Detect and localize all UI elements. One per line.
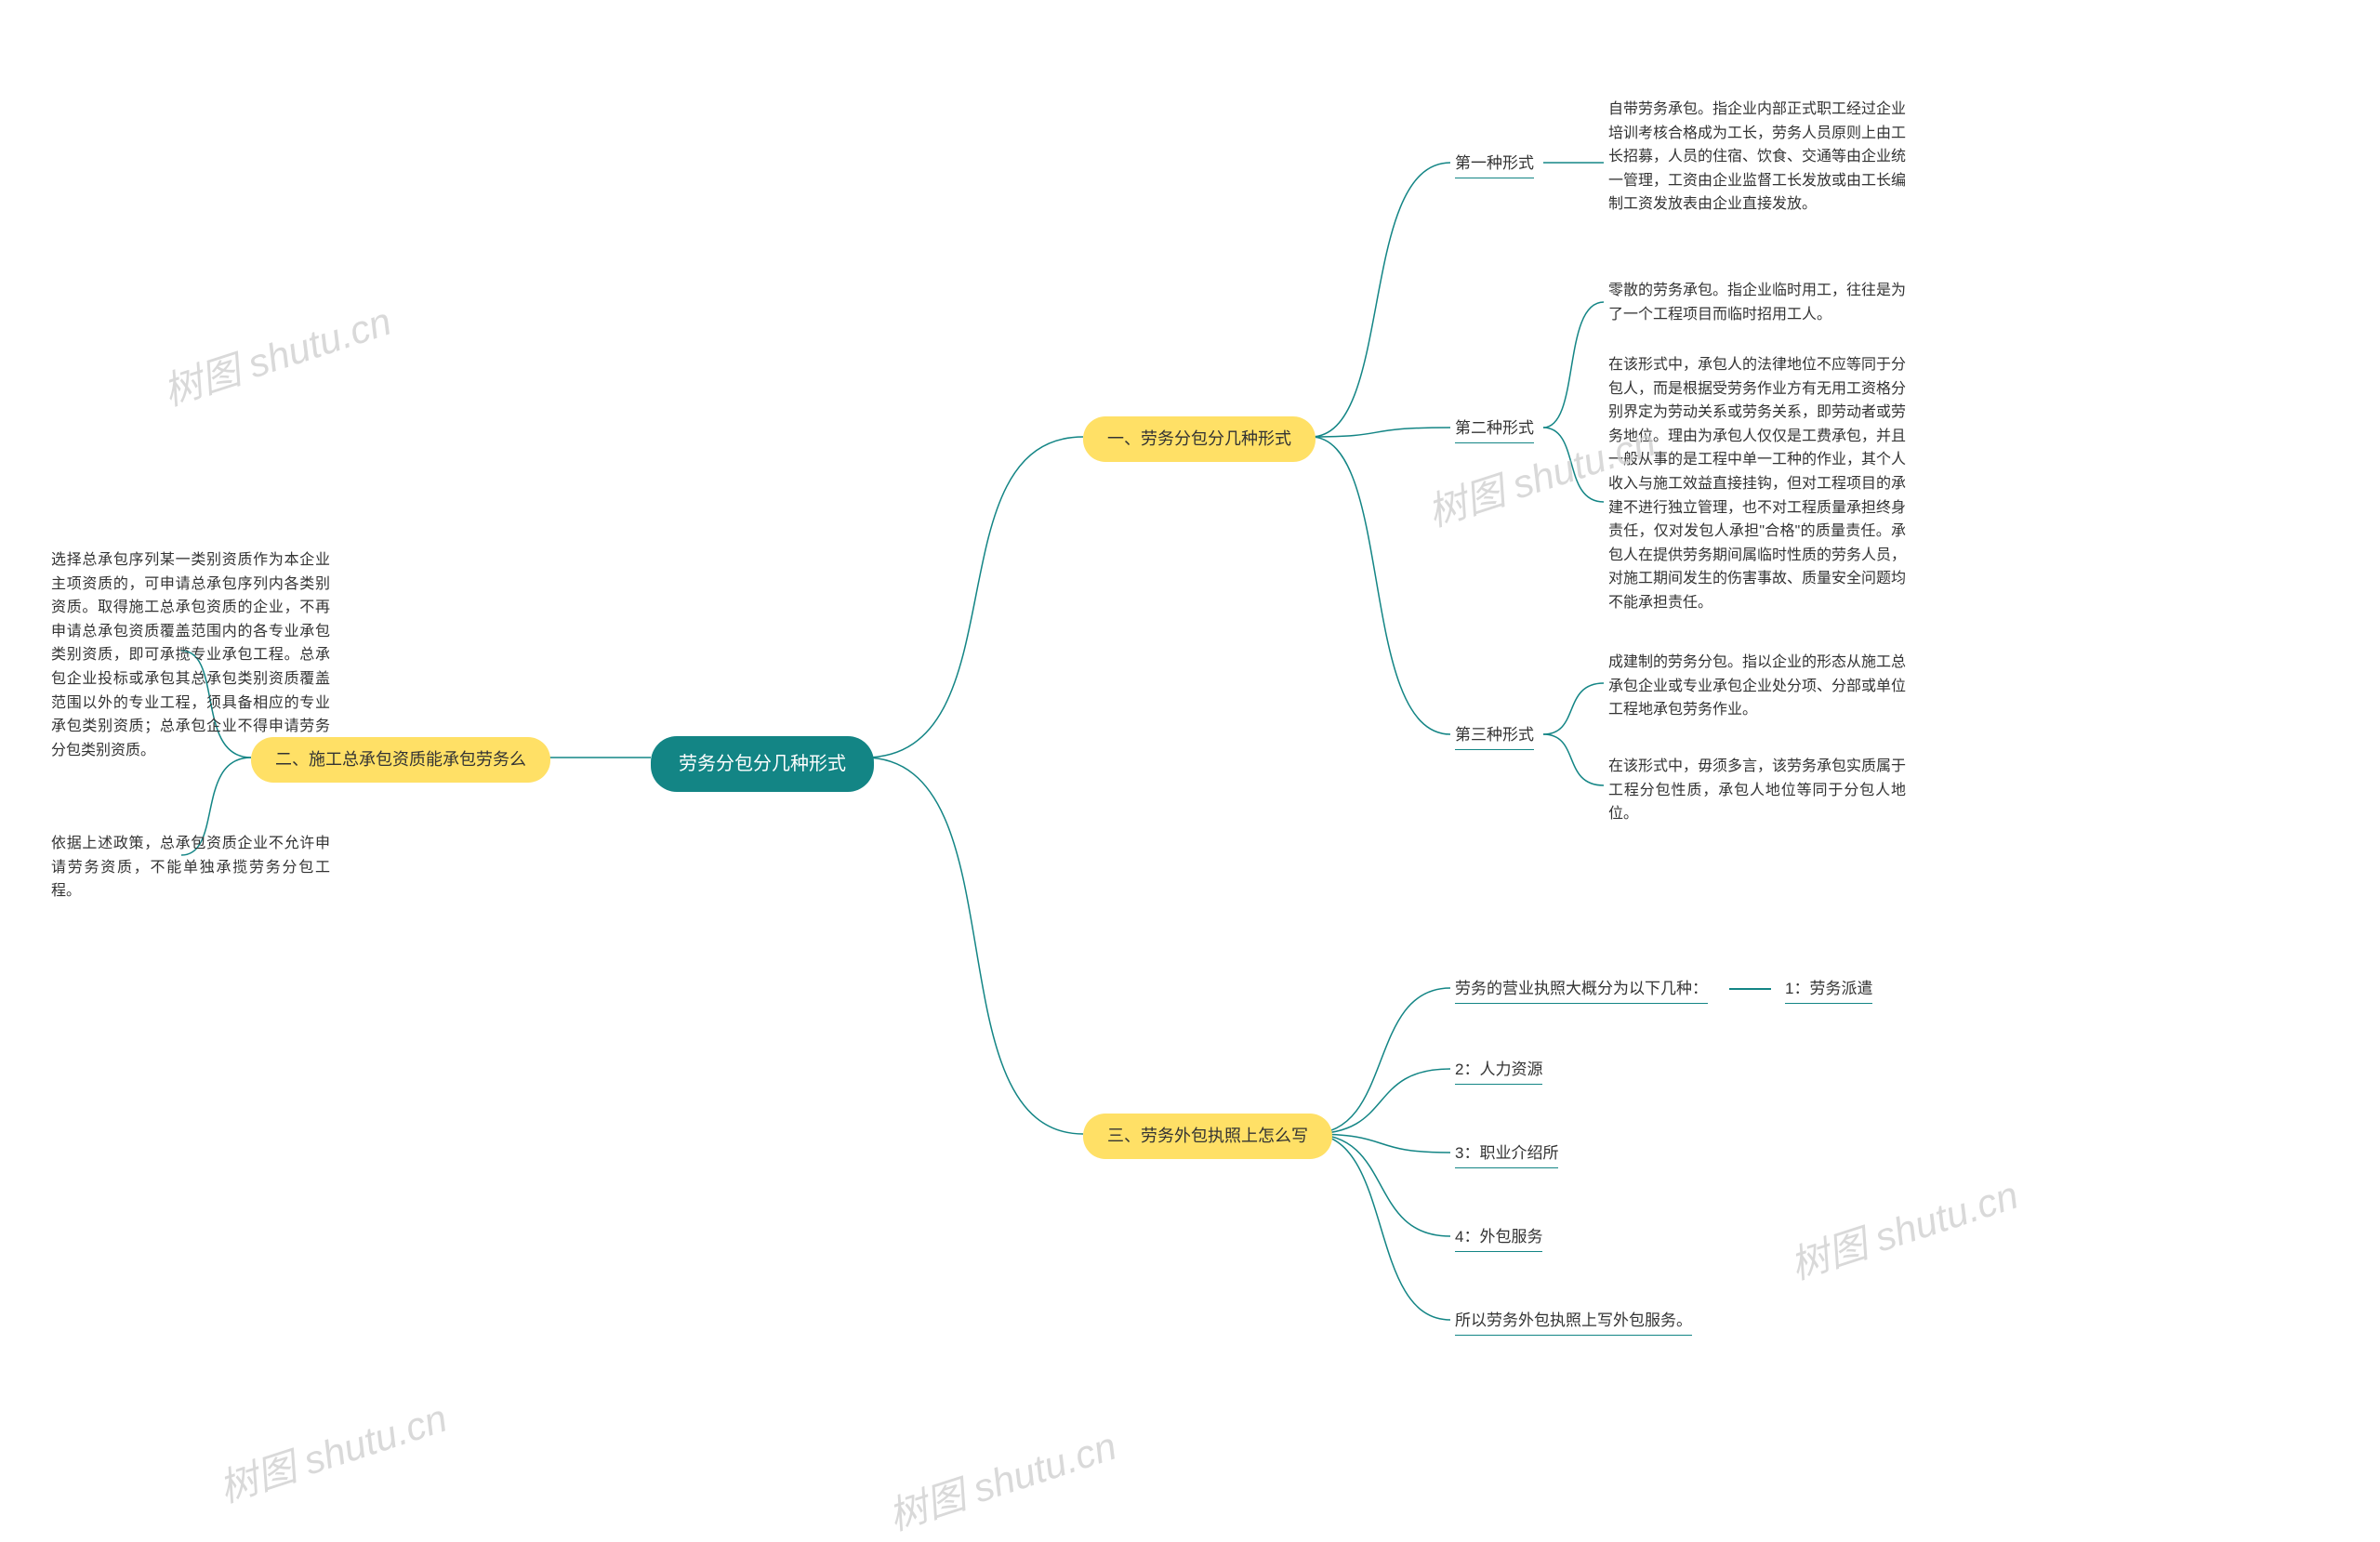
license-type-three[interactable]: 3：职业介绍所: [1455, 1140, 1558, 1168]
branch-one[interactable]: 一、劳务分包分几种形式: [1083, 416, 1316, 462]
branch-two-body-two: 依据上述政策，总承包资质企业不允许申请劳务资质，不能单独承揽劳务分包工程。: [51, 832, 330, 903]
form-one-label[interactable]: 第一种形式: [1455, 151, 1534, 178]
branch-one-label: 一、劳务分包分几种形式: [1107, 429, 1291, 448]
form-one-body: 自带劳务承包。指企业内部正式职工经过企业培训考核合格成为工长，劳务人员原则上由工…: [1608, 98, 1906, 217]
branch-three-label: 三、劳务外包执照上怎么写: [1107, 1127, 1308, 1145]
watermark: 树图 shutu.cn: [1782, 1164, 2025, 1291]
branch-three[interactable]: 三、劳务外包执照上怎么写: [1083, 1114, 1332, 1159]
form-three-body-two: 在该形式中，毋须多言，该劳务承包实质属于工程分包性质，承包人地位等同于分包人地位…: [1608, 755, 1906, 826]
watermark: 树图 shutu.cn: [211, 1387, 454, 1514]
license-type-intro[interactable]: 劳务的营业执照大概分为以下几种：: [1455, 976, 1708, 1004]
license-type-four[interactable]: 4：外包服务: [1455, 1224, 1542, 1252]
center-node[interactable]: 劳务分包分几种形式: [651, 736, 874, 792]
watermark: 树图 shutu.cn: [880, 1415, 1123, 1542]
license-type-two[interactable]: 2：人力资源: [1455, 1057, 1542, 1085]
form-two-body-two: 在该形式中，承包人的法律地位不应等同于分包人，而是根据受劳务作业方有无用工资格分…: [1608, 353, 1906, 615]
branch-two-body-one: 选择总承包序列某一类别资质作为本企业主项资质的，可申请总承包序列内各类别资质。取…: [51, 548, 330, 762]
watermark: 树图 shutu.cn: [155, 290, 398, 417]
form-two-body-one: 零散的劳务承包。指企业临时用工，往往是为了一个工程项目而临时招用工人。: [1608, 279, 1906, 326]
license-conclusion[interactable]: 所以劳务外包执照上写外包服务。: [1455, 1308, 1692, 1336]
form-two-label[interactable]: 第二种形式: [1455, 415, 1534, 443]
license-link-bar: [1729, 988, 1771, 990]
form-three-label[interactable]: 第三种形式: [1455, 722, 1534, 750]
license-type-one[interactable]: 1：劳务派遣: [1785, 976, 1872, 1004]
form-three-body-one: 成建制的劳务分包。指以企业的形态从施工总承包企业或专业承包企业处分项、分部或单位…: [1608, 651, 1906, 722]
center-label: 劳务分包分几种形式: [679, 754, 846, 774]
